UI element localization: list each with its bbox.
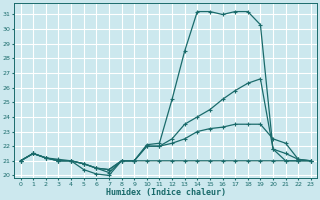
- X-axis label: Humidex (Indice chaleur): Humidex (Indice chaleur): [106, 188, 226, 197]
